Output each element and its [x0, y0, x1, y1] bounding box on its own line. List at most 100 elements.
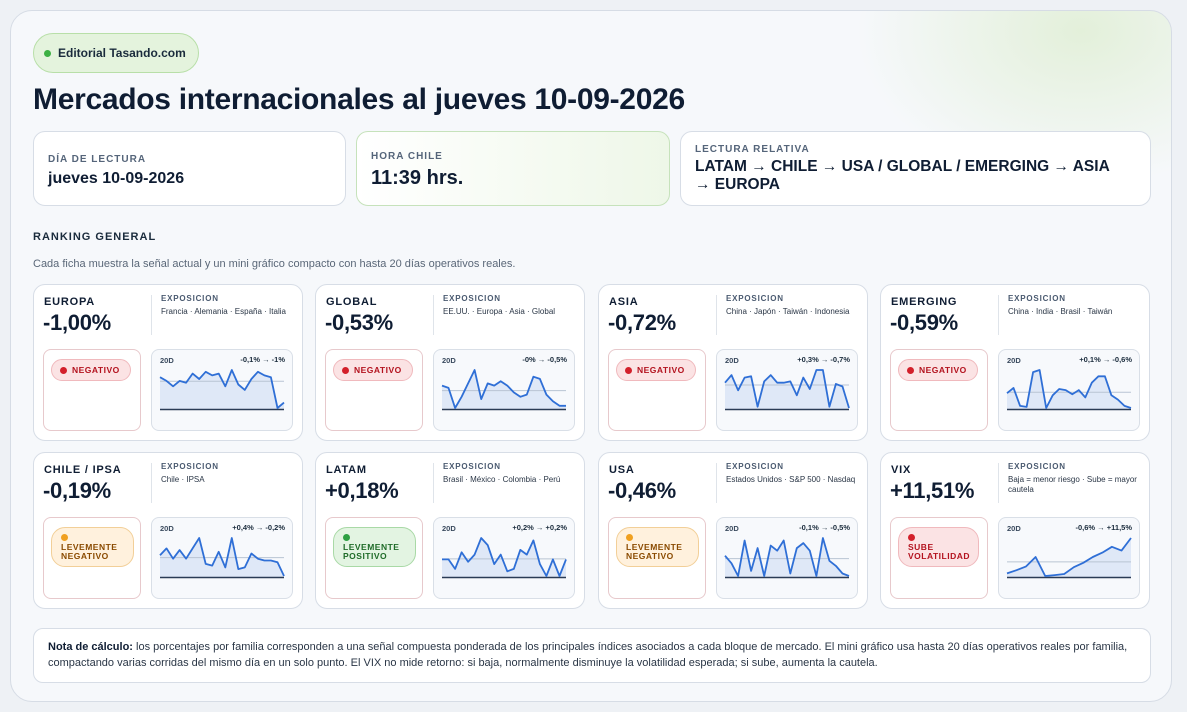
status-dot-icon	[44, 49, 51, 57]
signal-dot-icon	[343, 533, 350, 541]
market-card: LATAM +0,18% EXPOSICION Brasil · México · C…	[315, 452, 585, 609]
range-label: -0,1% → -0,5%	[799, 523, 850, 532]
sparkline-line	[441, 369, 566, 409]
exposure-value: Chile · IPSA	[161, 475, 205, 484]
sparkline-area	[1007, 370, 1131, 409]
sparkline-line	[159, 537, 285, 577]
market-change: -0,53%	[325, 310, 393, 335]
brand-badge: Editorial Tasando.com	[33, 33, 199, 73]
exposure-label: EXPOSICION	[443, 294, 501, 303]
exposure-label: EXPOSICION	[726, 462, 784, 471]
info-card-hora: HORA CHILE 11:39 hrs.	[356, 131, 670, 206]
calc-note-label: Nota de cálculo:	[48, 641, 133, 653]
range-label: +0,1% → -0,6%	[1079, 355, 1132, 364]
window-label: 20D	[442, 524, 456, 533]
sparkline-box: 20D -0% → -0,5%	[433, 349, 575, 431]
info-lectura-value: LATAM → CHILE → USA / GLOBAL / EMERGING …	[695, 158, 1110, 193]
exposure-value: EE.UU. · Europa · Asia · Global	[443, 307, 556, 316]
sparkline-area	[442, 370, 566, 409]
signal-badge: LEVEMENTE POSITIVO	[333, 527, 416, 567]
exposure-value: China · Japón · Taiwán · Indonesia	[726, 307, 850, 316]
signal-badge: NEGATIVO	[333, 359, 413, 381]
sparkline-box: 20D +0,1% → -0,6%	[998, 349, 1140, 431]
market-change: +0,18%	[325, 478, 399, 503]
window-label: 20D	[160, 356, 174, 365]
market-card: USA -0,46% EXPOSICION Estados Unidos · S&P …	[598, 452, 868, 609]
exposure-label: EXPOSICION	[1008, 462, 1066, 471]
sparkline-chart	[442, 537, 567, 579]
market-name: GLOBAL	[326, 296, 378, 308]
signal-label: NEGATIVO	[919, 365, 967, 375]
signal-box: LEVEMENTE NEGATIVO	[43, 517, 141, 599]
range-label: +0,4% → -0,2%	[232, 523, 285, 532]
exposure-value: Baja = menor riesgo · Sube = mayor caute…	[1008, 475, 1137, 494]
signal-badge: NEGATIVO	[51, 359, 131, 381]
sparkline-chart	[441, 369, 566, 411]
market-name: EUROPA	[44, 296, 96, 308]
signal-label: NEGATIVO	[72, 365, 120, 375]
divider	[998, 463, 999, 503]
divider	[433, 295, 434, 335]
range-label: -0,6% → +11,5%	[1075, 523, 1133, 532]
range-label: -0% → -0,5%	[522, 355, 567, 364]
sparkline-chart	[159, 537, 285, 579]
sparkline-chart	[724, 537, 850, 579]
divider	[998, 295, 999, 335]
signal-dot-icon	[908, 533, 915, 541]
market-name: USA	[609, 464, 635, 476]
ranking-title: RANKING GENERAL	[33, 231, 157, 243]
divider	[433, 463, 434, 503]
sparkline-line	[724, 537, 850, 577]
signal-dot-icon	[342, 366, 349, 374]
signal-dot-icon	[626, 533, 633, 541]
signal-badge: SUBE VOLATILIDAD	[898, 527, 979, 567]
info-dia-label: DÍA DE LECTURA	[48, 154, 147, 165]
signal-dot-icon	[625, 366, 632, 374]
info-card-lectura: LECTURA RELATIVA LATAM → CHILE → USA / G…	[680, 131, 1151, 206]
signal-dot-icon	[907, 366, 914, 374]
calc-note: Nota de cálculo: los porcentajes por fam…	[33, 628, 1151, 683]
sparkline-area	[160, 538, 284, 577]
info-card-dia: DÍA DE LECTURA jueves 10-09-2026	[33, 131, 346, 206]
market-change: -0,72%	[608, 310, 676, 335]
exposure-value: Francia · Alemania · España · Italia	[161, 307, 286, 316]
window-label: 20D	[725, 356, 739, 365]
sparkline-area	[160, 370, 284, 409]
market-change: +11,51%	[890, 478, 975, 503]
sparkline-line	[724, 369, 850, 409]
exposure-label: EXPOSICION	[161, 462, 219, 471]
sparkline-area	[1007, 538, 1131, 577]
signal-box: SUBE VOLATILIDAD	[890, 517, 988, 599]
sparkline-line	[442, 537, 567, 577]
brand-label: Editorial Tasando.com	[58, 46, 186, 60]
signal-label: NEGATIVO	[637, 365, 685, 375]
sparkline-box: 20D +0,3% → -0,7%	[716, 349, 858, 431]
signal-label: LEVEMENTE NEGATIVO	[626, 541, 683, 561]
range-label: +0,2% → +0,2%	[512, 523, 567, 532]
sparkline-line	[159, 369, 285, 409]
sparkline-line	[1006, 369, 1132, 409]
range-label: +0,3% → -0,7%	[797, 355, 850, 364]
signal-label: LEVEMENTE POSITIVO	[343, 541, 400, 561]
exposure-label: EXPOSICION	[443, 462, 501, 471]
sparkline-box: 20D -0,6% → +11,5%	[998, 517, 1140, 599]
sparkline-chart	[1006, 537, 1132, 579]
sparkline-box: 20D -0,1% → -0,5%	[716, 517, 858, 599]
sparkline-line	[1006, 537, 1132, 577]
signal-badge: NEGATIVO	[898, 359, 978, 381]
sparkline-box: 20D -0,1% → -1%	[151, 349, 293, 431]
market-name: VIX	[891, 464, 912, 476]
signal-badge: LEVEMENTE NEGATIVO	[51, 527, 134, 567]
market-name: CHILE / IPSA	[44, 464, 122, 476]
sparkline-chart	[724, 369, 850, 411]
window-label: 20D	[160, 524, 174, 533]
exposure-label: EXPOSICION	[726, 294, 784, 303]
market-card: EMERGING -0,59% EXPOSICION China · India · …	[880, 284, 1150, 441]
info-hora-label: HORA CHILE	[371, 151, 443, 162]
sparkline-box: 20D +0,4% → -0,2%	[151, 517, 293, 599]
page-title: Mercados internacionales al jueves 10-09…	[33, 83, 685, 116]
exposure-value: Brasil · México · Colombia · Perú	[443, 475, 561, 484]
sparkline-chart	[159, 369, 285, 411]
range-label: -0,1% → -1%	[240, 355, 285, 364]
signal-label: SUBE VOLATILIDAD	[908, 541, 971, 561]
